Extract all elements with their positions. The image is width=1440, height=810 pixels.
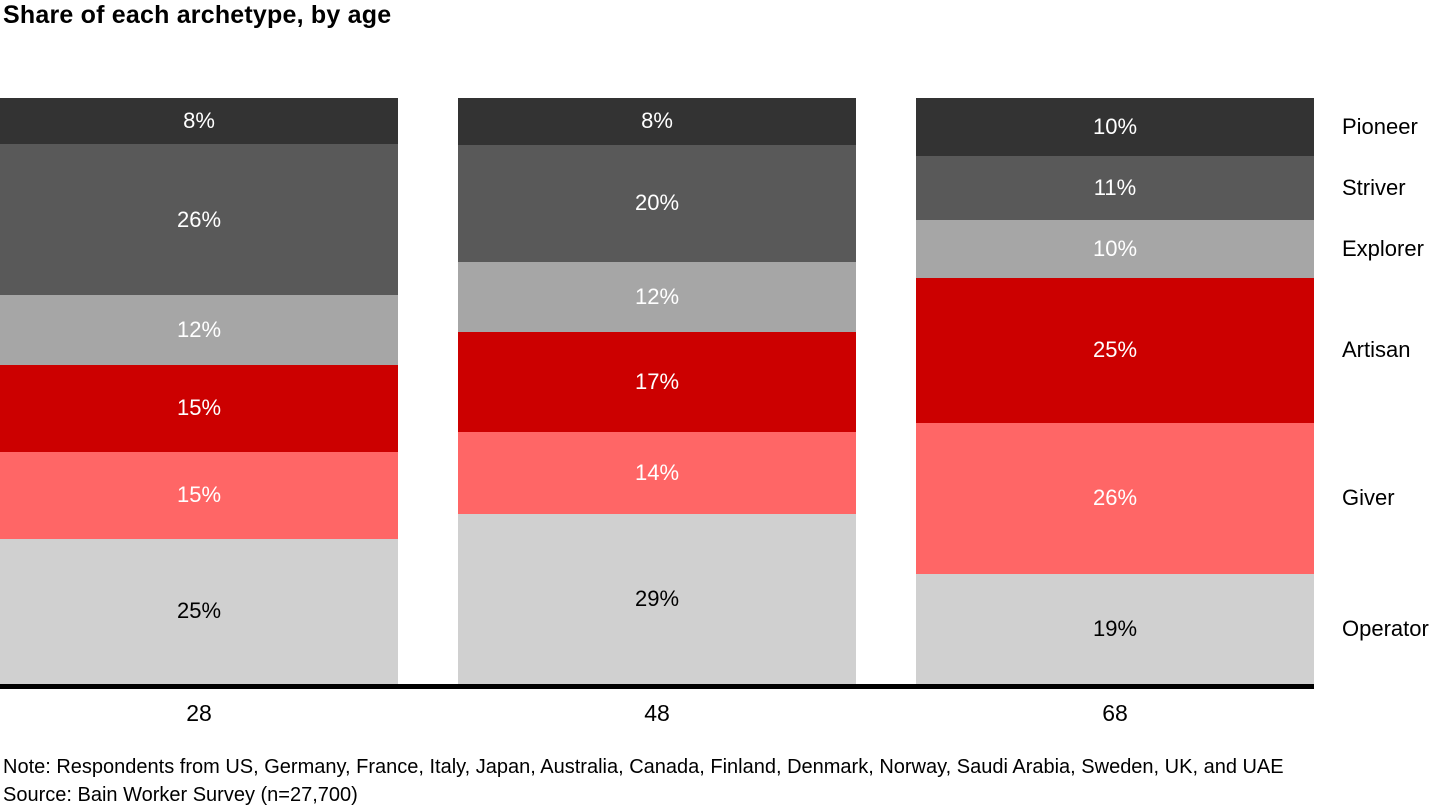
segment-striver-age-48: 20% — [458, 144, 856, 263]
segment-artisan-age-68: 25% — [916, 277, 1314, 423]
series-label-pioneer: Pioneer — [1342, 114, 1418, 139]
segment-explorer-age-28: 12% — [0, 295, 398, 365]
segment-giver-age-68: 26% — [916, 422, 1314, 574]
segment-explorer-age-68: 10% — [916, 219, 1314, 278]
segment-artisan-age-48: 17% — [458, 332, 856, 433]
segment-operator-age-48: 29% — [458, 514, 856, 684]
stacked-bar-age-68: 10% 11% 10% 25% 26% 19% — [916, 98, 1314, 684]
stacked-bar-chart: 8% 26% 12% 15% 15% 25% 8% 20% 12% 17% 14% 29% 10% 11%… — [0, 98, 1440, 727]
bars-container: 8% 26% 12% 15% 15% 25% 8% 20% 12% 17% 14% 29% 10% 11%… — [0, 98, 1314, 684]
segment-striver-age-68: 11% — [916, 156, 1314, 220]
series-label-column: Pioneer Striver Explorer Artisan Giver Operat… — [1314, 98, 1440, 684]
series-label-striver: Striver — [1342, 174, 1406, 200]
x-axis-line — [0, 684, 1314, 689]
segment-giver-age-48: 14% — [458, 432, 856, 515]
footnotes: Note: Respondents from US, Germany, Fran… — [3, 753, 1284, 809]
series-label-giver: Giver — [1342, 485, 1395, 511]
chart-title: Share of each archetype, by age — [3, 1, 392, 29]
segment-pioneer-age-28: 8% — [0, 98, 398, 145]
series-label-artisan: Artisan — [1342, 337, 1411, 363]
source-text: Source: Bain Worker Survey (n=27,700) — [3, 784, 358, 806]
series-label-operator: Operator — [1342, 615, 1429, 641]
segment-artisan-age-28: 15% — [0, 364, 398, 452]
segment-pioneer-age-68: 10% — [916, 98, 1314, 157]
x-axis-label-28: 28 — [186, 700, 212, 726]
segment-operator-age-68: 19% — [916, 573, 1314, 684]
segment-pioneer-age-48: 8% — [458, 98, 856, 145]
x-axis-labels: 28 48 68 — [0, 689, 1314, 727]
x-axis-label-48: 48 — [644, 700, 670, 726]
note-text: Note: Respondents from US, Germany, Fran… — [3, 756, 1284, 778]
segment-operator-age-28: 25% — [0, 538, 398, 684]
stacked-bar-age-28: 8% 26% 12% 15% 15% 25% — [0, 98, 398, 684]
plot-area: 8% 26% 12% 15% 15% 25% 8% 20% 12% 17% 14% 29% 10% 11%… — [0, 98, 1314, 727]
stacked-bar-age-48: 8% 20% 12% 17% 14% 29% — [458, 98, 856, 684]
x-axis-label-68: 68 — [1102, 700, 1128, 726]
series-label-explorer: Explorer — [1342, 235, 1424, 261]
segment-giver-age-28: 15% — [0, 451, 398, 539]
segment-striver-age-28: 26% — [0, 144, 398, 296]
segment-explorer-age-48: 12% — [458, 262, 856, 333]
